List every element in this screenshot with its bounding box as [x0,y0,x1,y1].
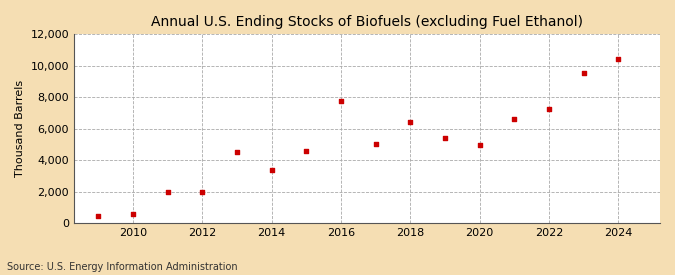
Point [197,189,208,194]
Point [301,148,312,153]
Point [613,57,624,61]
Y-axis label: Thousand Barrels: Thousand Barrels [15,80,25,177]
Title: Annual U.S. Ending Stocks of Biofuels (excluding Fuel Ethanol): Annual U.S. Ending Stocks of Biofuels (e… [151,15,583,29]
Point [93,214,104,218]
Point [543,107,554,111]
Point [335,99,346,103]
Point [509,117,520,122]
Point [232,150,242,155]
Point [128,211,138,216]
Point [578,71,589,75]
Point [162,190,173,195]
Point [439,136,450,140]
Point [405,120,416,125]
Text: Source: U.S. Energy Information Administration: Source: U.S. Energy Information Administ… [7,262,238,272]
Point [371,141,381,146]
Point [475,143,485,147]
Point [266,167,277,172]
